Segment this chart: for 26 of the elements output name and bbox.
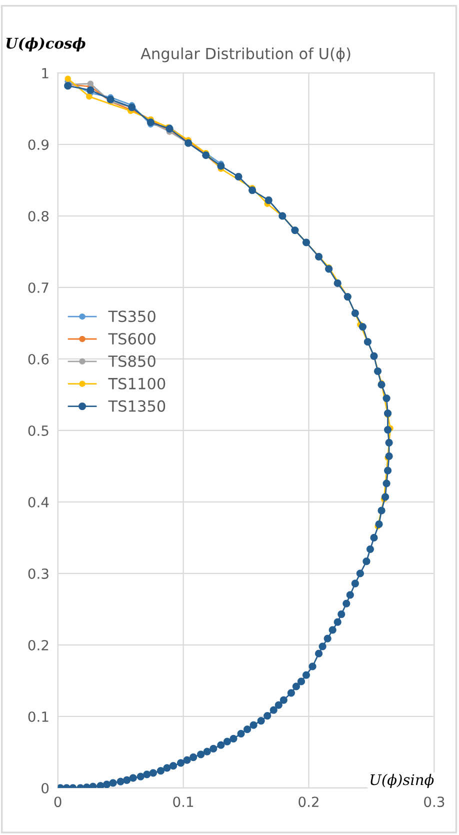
point <box>64 76 71 82</box>
legend-label: TS1350 <box>108 400 166 412</box>
y-axis-title: U(ϕ)cosϕ <box>6 37 86 52</box>
y-tick-label: 0.6 <box>28 354 49 364</box>
point <box>87 80 94 87</box>
y-tick-label: 0.5 <box>28 425 48 436</box>
y-tick-label: 0.7 <box>28 282 48 293</box>
legend-label: TS850 <box>108 355 156 367</box>
x-axis-title: U(ϕ)sinϕ <box>370 774 434 788</box>
x-tick-label: 0 <box>54 796 62 808</box>
x-tick-label: 0.2 <box>298 796 318 808</box>
y-tick-label: 0.9 <box>28 139 49 150</box>
y-tick-label: 0.3 <box>28 568 48 579</box>
legend-label: TS350 <box>108 310 156 322</box>
x-tick-label: 0.1 <box>173 796 194 808</box>
point <box>86 93 92 100</box>
y-tick-label: 0.2 <box>28 640 48 650</box>
y-tick-label: 0.4 <box>28 496 49 508</box>
legend-label: TS600 <box>108 333 156 345</box>
y-tick-label: 0 <box>42 782 49 794</box>
y-tick-label: 0.8 <box>28 210 49 222</box>
y-tick-label: 1 <box>42 68 48 78</box>
legend-label: TS1100 <box>108 378 166 390</box>
chart-title: Angular Distribution of U(ϕ) <box>140 47 350 62</box>
x-tick-label: 0.3 <box>424 796 444 808</box>
y-tick-label: 0.1 <box>28 711 48 722</box>
